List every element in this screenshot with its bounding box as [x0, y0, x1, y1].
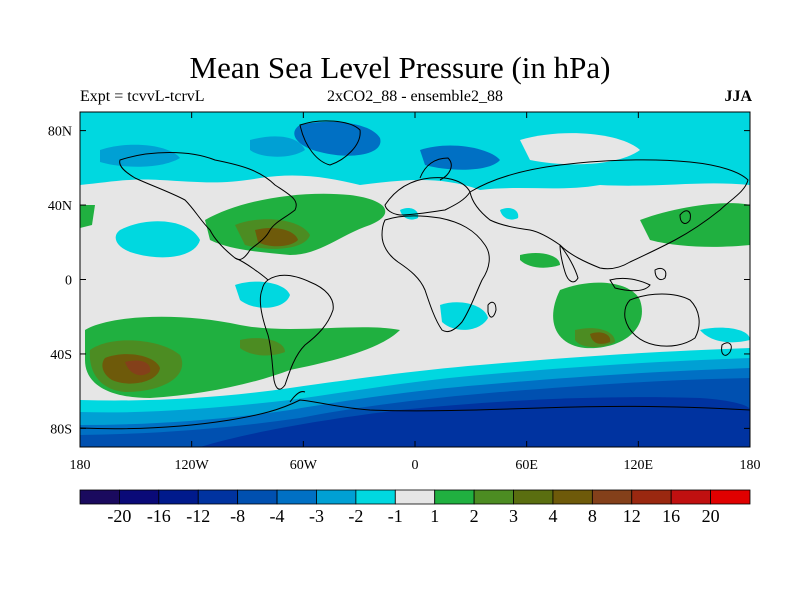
colorbar-swatch [591, 489, 633, 505]
colorbar-label: -16 [147, 506, 171, 526]
x-tick-label: 60W [290, 458, 318, 473]
chart-title: Mean Sea Level Pressure (in hPa) [189, 50, 611, 85]
colorbar: -20 -16 -12 -8 -4 -3 -2 -1 1 2 3 4 8 12 16 20 [79, 489, 751, 526]
colorbar-swatch [552, 489, 593, 505]
colorbar-swatch [158, 489, 199, 505]
colorbar-label: 3 [509, 506, 518, 526]
y-tick-label: 40N [48, 199, 72, 214]
colorbar-swatch [513, 489, 554, 505]
colorbar-label: -12 [186, 506, 210, 526]
colorbar-swatch [119, 489, 160, 505]
colorbar-label: -4 [270, 506, 285, 526]
colorbar-swatch [276, 489, 317, 505]
colorbar-swatch [394, 489, 436, 505]
y-tick-label: 80S [50, 422, 72, 437]
colorbar-label: -8 [230, 506, 245, 526]
ensemble-label: 2xCO2_88 - ensemble2_88 [327, 88, 503, 105]
colorbar-label: 4 [548, 506, 557, 526]
colorbar-swatch [710, 489, 751, 505]
pressure-anomaly-map [80, 112, 750, 447]
colorbar-swatch [473, 489, 514, 505]
colorbar-label: 1 [430, 506, 439, 526]
colorbar-label: 20 [702, 506, 720, 526]
x-tick-label: 120W [175, 458, 210, 473]
experiment-label: Expt = tcvvL-tcrvL [80, 88, 205, 105]
longitude-ticks: 180 120W 60W 0 60E 120E 180 [70, 112, 761, 473]
colorbar-label: 16 [662, 506, 680, 526]
colorbar-swatch [79, 489, 120, 505]
y-tick-label: 80N [48, 125, 72, 140]
x-tick-label: 0 [412, 458, 419, 473]
colorbar-swatch [434, 489, 475, 505]
season-label: JJA [724, 88, 752, 105]
x-tick-label: 180 [740, 458, 761, 473]
colorbar-swatch [670, 489, 711, 505]
y-tick-label: 0 [65, 274, 72, 289]
colorbar-label: -20 [107, 506, 131, 526]
coastlines [80, 120, 750, 430]
x-tick-label: 120E [624, 458, 654, 473]
colorbar-label: -3 [309, 506, 324, 526]
colorbar-swatch [197, 489, 239, 505]
x-tick-label: 180 [70, 458, 91, 473]
colorbar-label: 8 [588, 506, 597, 526]
colorbar-swatch [316, 489, 357, 505]
colorbar-label: 2 [470, 506, 479, 526]
colorbar-swatch [631, 489, 672, 505]
colorbar-label: 12 [623, 506, 641, 526]
colorbar-label: -2 [348, 506, 363, 526]
latitude-ticks: 80N 40N 0 40S 80S [48, 125, 750, 437]
colorbar-label: -1 [388, 506, 403, 526]
y-tick-label: 40S [50, 348, 72, 363]
colorbar-swatch [237, 489, 278, 505]
colorbar-swatch [355, 489, 396, 505]
x-tick-label: 60E [515, 458, 538, 473]
